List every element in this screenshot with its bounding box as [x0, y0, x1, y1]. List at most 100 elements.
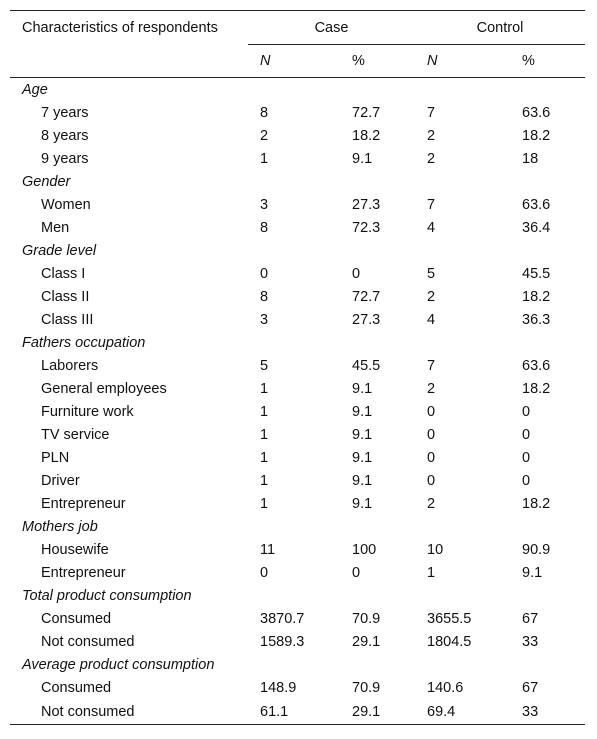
- cell-value: 2: [427, 495, 436, 512]
- data-table: Characteristics of respondents Case Cont…: [10, 10, 586, 725]
- row-label: Laborers: [41, 357, 99, 374]
- cell-value: 70.9: [352, 679, 381, 696]
- row-label: 7 years: [41, 104, 89, 121]
- cell-value: 2: [427, 380, 436, 397]
- cell-value: 0: [522, 403, 531, 420]
- group-header: Control: [415, 10, 586, 45]
- data-row: Consumed 148.9 70.9 140.6 67: [10, 676, 585, 699]
- cell-value: 7: [427, 196, 436, 213]
- section-row: Gender: [10, 170, 585, 193]
- cell-value: 72.3: [352, 219, 381, 236]
- cell-value: 7: [427, 357, 436, 374]
- section-title: Grade level: [22, 242, 97, 259]
- data-row: Entrepreneur 0 0 1 9.1: [10, 561, 585, 584]
- cell-value: 67: [522, 679, 539, 696]
- cell-value: 0: [352, 265, 361, 282]
- row-label: Consumed: [41, 610, 112, 627]
- cell-value: 90.9: [522, 541, 551, 558]
- data-row: Housewife 11 100 10 90.9: [10, 538, 585, 561]
- cell-value: 29.1: [352, 633, 381, 650]
- cell-value: 0: [260, 564, 269, 581]
- cell-value: 9.1: [522, 564, 543, 581]
- data-row: General employees 1 9.1 2 18.2: [10, 377, 585, 400]
- data-row: Class I 0 0 5 45.5: [10, 262, 585, 285]
- cell-value: 9.1: [352, 380, 373, 397]
- cell-value: 3: [260, 196, 269, 213]
- row-label: PLN: [41, 449, 70, 466]
- data-row: Driver 1 9.1 0 0: [10, 469, 585, 492]
- cell-value: 8: [260, 219, 269, 236]
- data-row: Not consumed 1589.3 29.1 1804.5 33: [10, 630, 585, 653]
- row-label: Not consumed: [10, 699, 248, 725]
- header-row: Characteristics of respondents Case Cont…: [10, 10, 586, 45]
- data-row: TV service 1 9.1 0 0: [10, 423, 585, 446]
- cell-value: 1: [260, 403, 269, 420]
- cell-value: 70.9: [352, 610, 381, 627]
- cell-value: 10: [427, 541, 444, 558]
- cell-value: 3: [260, 311, 269, 328]
- cell-value: 9.1: [352, 403, 373, 420]
- row-label: Driver: [41, 472, 80, 489]
- cell-value: 9.1: [352, 150, 373, 167]
- section-row: Grade level: [10, 239, 585, 262]
- data-row: 9 years 1 9.1 2 18: [10, 147, 585, 170]
- row-label: Housewife: [41, 541, 109, 558]
- section-title: Age: [22, 81, 48, 98]
- section-title: Mothers job: [22, 518, 98, 535]
- cell-value: 1: [427, 564, 436, 581]
- row-label: Consumed: [41, 679, 112, 696]
- cell-value: 0: [427, 403, 436, 420]
- table-body: Age 7 years 8 72.7 7 63.6 8 years 2 18.2 2 18.2 9 y…: [10, 78, 586, 725]
- cell-value: 33: [510, 699, 586, 725]
- cell-value: 18: [522, 150, 539, 167]
- data-row: Men 8 72.3 4 36.4: [10, 216, 585, 239]
- row-label: Class I: [41, 265, 86, 282]
- cell-value: 0: [260, 265, 269, 282]
- cell-value: 72.7: [352, 104, 381, 121]
- cell-value: 2: [427, 127, 436, 144]
- row-label: Entrepreneur: [41, 564, 126, 581]
- cell-value: 1: [260, 449, 269, 466]
- cell-value: 7: [427, 104, 436, 121]
- cell-value: 9.1: [352, 449, 373, 466]
- cell-value: 0: [427, 472, 436, 489]
- cell-value: 8: [260, 104, 269, 121]
- cell-value: 4: [427, 219, 436, 236]
- cell-value: 2: [427, 150, 436, 167]
- subheader: N: [248, 44, 340, 78]
- data-row: Class III 3 27.3 4 36.3: [10, 308, 585, 331]
- row-label: Class III: [41, 311, 94, 328]
- section-row: Total product consumption: [10, 584, 585, 607]
- cell-value: 1589.3: [260, 633, 305, 650]
- cell-value: 0: [427, 449, 436, 466]
- data-row: Consumed 3870.7 70.9 3655.5 67: [10, 607, 585, 630]
- cell-value: 36.3: [522, 311, 551, 328]
- empty-cell: [10, 44, 248, 78]
- row-label: Class II: [41, 288, 90, 305]
- cell-value: 29.1: [340, 699, 416, 725]
- cell-value: 69.4: [415, 699, 511, 725]
- cell-value: 9.1: [352, 426, 373, 443]
- section-row: Age: [10, 78, 585, 102]
- cell-value: 148.9: [260, 679, 297, 696]
- subheader: %: [340, 44, 416, 78]
- section-title: Fathers occupation: [22, 334, 146, 351]
- cell-value: 63.6: [522, 357, 551, 374]
- row-label: Entrepreneur: [41, 495, 126, 512]
- cell-value: 63.6: [522, 104, 551, 121]
- cell-value: 61.1: [248, 699, 340, 725]
- cell-value: 18.2: [522, 495, 551, 512]
- cell-value: 2: [260, 127, 269, 144]
- data-row: Women 3 27.3 7 63.6: [10, 193, 585, 216]
- cell-value: 0: [522, 449, 531, 466]
- subheader-row: N % N %: [10, 44, 586, 78]
- cell-value: 27.3: [352, 196, 381, 213]
- row-label: 9 years: [41, 150, 89, 167]
- cell-value: 67: [522, 610, 539, 627]
- data-row: Class II 8 72.7 2 18.2: [10, 285, 585, 308]
- cell-value: 36.4: [522, 219, 551, 236]
- cell-value: 140.6: [427, 679, 464, 696]
- section-row: Average product consumption: [10, 653, 585, 676]
- subheader: N: [415, 44, 511, 78]
